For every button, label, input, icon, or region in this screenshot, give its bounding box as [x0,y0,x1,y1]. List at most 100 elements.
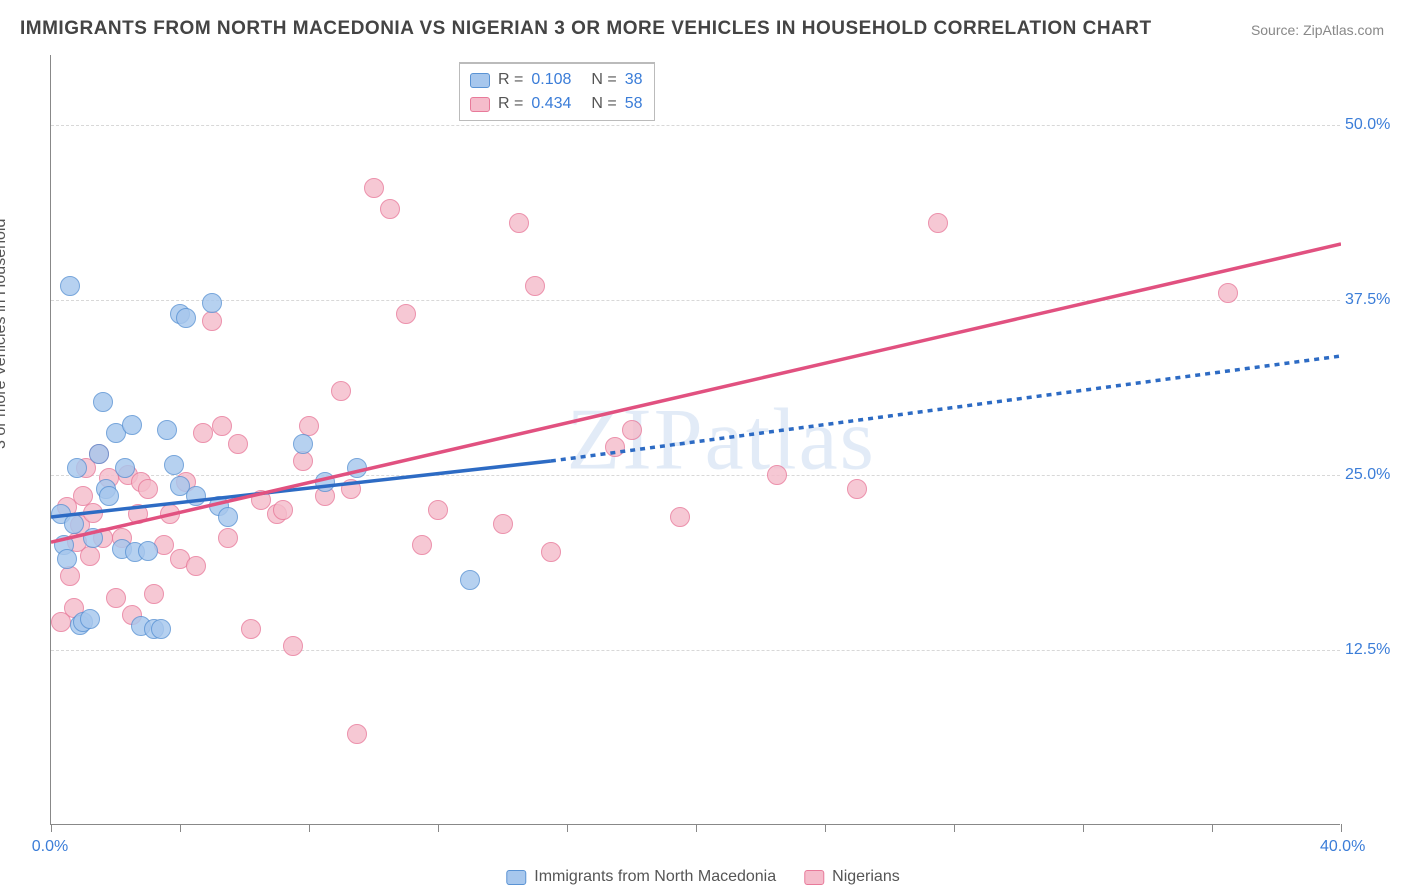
legend-swatch-b-icon [804,870,824,885]
data-point [767,465,787,485]
data-point [331,381,351,401]
chart-title: IMMIGRANTS FROM NORTH MACEDONIA VS NIGER… [20,18,1152,40]
legend-swatch-b [470,97,490,112]
n-value-b: 58 [625,95,643,113]
n-label-a: N = [591,71,616,89]
xtick [438,824,439,832]
data-point [315,472,335,492]
xtick [1341,824,1342,832]
data-point [202,311,222,331]
legend-swatch-a [470,73,490,88]
data-point [115,458,135,478]
data-point [138,541,158,561]
gridline [51,125,1340,126]
data-point [380,199,400,219]
data-point [122,415,142,435]
xtick [567,824,568,832]
data-point [64,514,84,534]
data-point [428,500,448,520]
n-label-b: N = [591,95,616,113]
ytick-label: 12.5% [1345,641,1400,659]
xtick [309,824,310,832]
xtick-label: 0.0% [32,838,68,856]
data-point [99,486,119,506]
data-point [128,504,148,524]
data-point [412,535,432,555]
data-point [151,619,171,639]
data-point [364,178,384,198]
ytick-label: 25.0% [1345,466,1400,484]
data-point [93,392,113,412]
legend-label-a: Immigrants from North Macedonia [534,868,776,886]
data-point [202,293,222,313]
data-point [299,416,319,436]
xtick-label: 40.0% [1320,838,1365,856]
data-point [605,437,625,457]
legend-row-a: R = 0.108 N = 38 [470,68,642,92]
r-label-a: R = [498,71,523,89]
data-point [928,213,948,233]
xtick [1083,824,1084,832]
data-point [273,500,293,520]
data-point [525,276,545,296]
data-point [396,304,416,324]
xtick [954,824,955,832]
data-point [83,503,103,523]
data-point [60,566,80,586]
data-point [509,213,529,233]
source-label: Source: ZipAtlas.com [1251,22,1384,38]
data-point [176,308,196,328]
xtick [180,824,181,832]
xtick [825,824,826,832]
data-point [347,458,367,478]
stats-legend: R = 0.108 N = 38 R = 0.434 N = 58 [459,62,655,121]
xtick [1212,824,1213,832]
gridline [51,475,1340,476]
data-point [347,724,367,744]
data-point [847,479,867,499]
ytick-label: 50.0% [1345,116,1400,134]
plot-area: ZIPatlas R = 0.108 N = 38 R = 0.434 N = … [50,55,1340,825]
data-point [157,420,177,440]
legend-label-b: Nigerians [832,868,900,886]
data-point [83,528,103,548]
data-point [1218,283,1238,303]
r-value-a: 0.108 [531,71,583,89]
data-point [293,434,313,454]
series-legend: Immigrants from North Macedonia Nigerian… [506,868,899,886]
data-point [144,584,164,604]
data-point [622,420,642,440]
data-point [228,434,248,454]
legend-item-b: Nigerians [804,868,900,886]
data-point [57,549,77,569]
data-point [138,479,158,499]
data-point [186,556,206,576]
gridline [51,650,1340,651]
r-value-b: 0.434 [531,95,583,113]
data-point [460,570,480,590]
data-point [251,490,271,510]
data-point [493,514,513,534]
data-point [80,609,100,629]
legend-item-a: Immigrants from North Macedonia [506,868,776,886]
data-point [164,455,184,475]
data-point [218,528,238,548]
legend-swatch-a-icon [506,870,526,885]
data-point [212,416,232,436]
xtick [696,824,697,832]
y-axis-label: 3 or more Vehicles in Household [0,219,10,449]
data-point [160,504,180,524]
data-point [283,636,303,656]
data-point [186,486,206,506]
data-point [106,588,126,608]
data-point [218,507,238,527]
ytick-label: 37.5% [1345,291,1400,309]
data-point [67,458,87,478]
data-point [80,546,100,566]
data-point [193,423,213,443]
data-point [60,276,80,296]
data-point [89,444,109,464]
legend-row-b: R = 0.434 N = 58 [470,92,642,116]
n-value-a: 38 [625,71,643,89]
xtick [51,824,52,832]
